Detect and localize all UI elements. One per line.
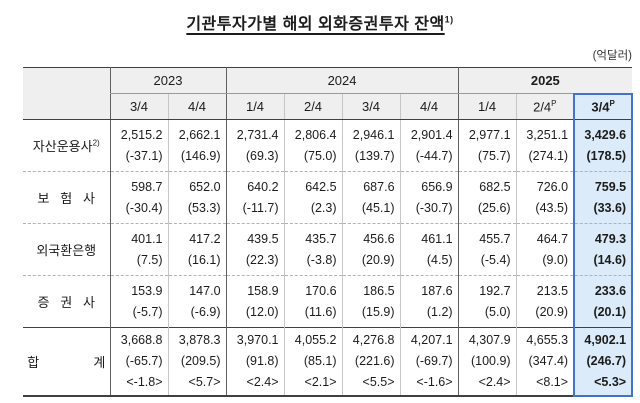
table-row: 증 권 사 153.9 (-5.7) 147.0 (-6.9) 158.9 (12.0) 17…	[23, 275, 634, 328]
quarter-header: 2/4P	[515, 93, 575, 120]
value-cell: 3,251.1 (274.1)	[515, 119, 575, 172]
row-label: 합 계	[23, 327, 110, 396]
row-label: 증 권 사	[23, 275, 110, 328]
value-cell: 435.7 (-3.8)	[283, 223, 343, 276]
value-cell: 192.7 (5.0)	[457, 275, 517, 328]
value-cell: 726.0 (43.5)	[515, 171, 575, 224]
quarter-header: 4/4	[399, 93, 459, 120]
page-title: 기관투자가별 해외 외화증권투자 잔액1)	[0, 10, 640, 34]
value-cell: 4,307.9 (100.9) <2.4>	[457, 327, 517, 396]
value-cell: 401.1 (7.5)	[109, 223, 168, 276]
year-header-2023: 2023	[109, 67, 227, 94]
quarter-header: 1/4	[225, 93, 285, 120]
value-cell: 640.2 (-11.7)	[225, 171, 285, 224]
page-title-text: 기관투자가별 해외 외화증권투자 잔액	[186, 16, 445, 33]
value-cell: 598.7 (-30.4)	[109, 171, 168, 224]
value-cell: 233.6 (20.1)	[573, 275, 634, 328]
value-cell: 3,429.6 (178.5)	[573, 119, 634, 172]
row-label: 보 험 사	[23, 171, 110, 224]
value-cell: 186.5 (15.9)	[341, 275, 401, 328]
table-row: 외국환은행 401.1 (7.5) 417.2 (16.1) 439.5 (22.3) 435…	[23, 223, 634, 276]
value-cell: 439.5 (22.3)	[225, 223, 285, 276]
value-cell: 153.9 (-5.7)	[109, 275, 168, 328]
value-cell: 759.5 (33.6)	[573, 171, 634, 224]
value-cell: 652.0 (53.3)	[167, 171, 227, 224]
value-cell: 213.5 (20.9)	[515, 275, 575, 328]
value-cell: 4,207.1 (-69.7) <-1.6>	[399, 327, 459, 396]
value-cell: 3,668.8 (-65.7) <-1.8>	[109, 327, 168, 396]
quarter-header: 1/4	[457, 93, 517, 120]
row-label: 외국환은행	[23, 223, 110, 276]
table-row: 합 계 3,668.8 (-65.7) <-1.8> 3,878.3 (209.5) <5.…	[23, 327, 634, 397]
quarter-header: 2/4	[283, 93, 343, 120]
value-cell: 2,515.2 (-37.1)	[109, 119, 168, 172]
table-row: 자산운용사2) 2,515.2 (-37.1) 2,662.1 (146.9) 2,731…	[23, 119, 634, 172]
value-cell: 656.9 (-30.7)	[399, 171, 459, 224]
value-cell: 147.0 (-6.9)	[167, 275, 227, 328]
value-cell: 682.5 (25.6)	[457, 171, 517, 224]
quarter-header: 3/4P	[573, 92, 634, 120]
value-cell: 2,946.1 (139.7)	[341, 119, 401, 172]
value-cell: 455.7 (-5.4)	[457, 223, 517, 276]
value-cell: 642.5 (2.3)	[283, 171, 343, 224]
row-label: 자산운용사2)	[32, 138, 100, 154]
value-cell: 4,055.2 (85.1) <2.1>	[283, 327, 343, 396]
value-cell: 2,977.1 (75.7)	[457, 119, 517, 172]
value-cell: 464.7 (9.0)	[515, 223, 575, 276]
value-cell: 2,731.4 (69.3)	[225, 119, 285, 172]
value-cell: 479.3 (14.6)	[573, 223, 634, 276]
value-cell: 417.2 (16.1)	[167, 223, 227, 276]
year-header-2024: 2024	[225, 67, 459, 94]
table-corner-cell	[23, 67, 110, 120]
table-body: 자산운용사2) 2,515.2 (-37.1) 2,662.1 (146.9) 2,731…	[23, 119, 634, 397]
value-cell: 2,806.4 (75.0)	[283, 119, 343, 172]
year-header-2025: 2025	[457, 67, 633, 94]
value-cell: 461.1 (4.5)	[399, 223, 459, 276]
table-row: 보 험 사 598.7 (-30.4) 652.0 (53.3) 640.2 (-11.7)…	[23, 171, 634, 224]
table-header: 2023 2024 2025 3/4 4/4 1/4 2/4 3/4 4/4 1/4 2/4P 3/4…	[23, 67, 634, 120]
unit-label: (억달러)	[592, 50, 632, 62]
value-cell: 687.6 (45.1)	[341, 171, 401, 224]
value-cell: 2,662.1 (146.9)	[167, 119, 227, 172]
value-cell: 2,901.4 (-44.7)	[399, 119, 459, 172]
value-cell: 4,276.8 (221.6) <5.5>	[341, 327, 401, 396]
data-table: 2023 2024 2025 3/4 4/4 1/4 2/4 3/4 4/4 1/4 2/4P 3/4…	[23, 67, 634, 397]
value-cell: 170.6 (11.6)	[283, 275, 343, 328]
value-cell: 3,970.1 (91.8) <2.4>	[225, 327, 285, 396]
value-cell: 187.6 (1.2)	[399, 275, 459, 328]
value-cell: 158.9 (12.0)	[225, 275, 285, 328]
value-cell: 4,655.3 (347.4) <8.1>	[515, 327, 575, 396]
value-cell: 4,902.1 (246.7) <5.3>	[573, 327, 634, 397]
value-cell: 3,878.3 (209.5) <5.7>	[167, 327, 227, 396]
quarter-header: 4/4	[167, 93, 227, 120]
value-cell: 456.6 (20.9)	[341, 223, 401, 276]
title-footnote-marker: 1)	[444, 14, 454, 25]
quarter-header: 3/4	[109, 93, 168, 120]
quarter-header: 3/4	[341, 93, 401, 120]
